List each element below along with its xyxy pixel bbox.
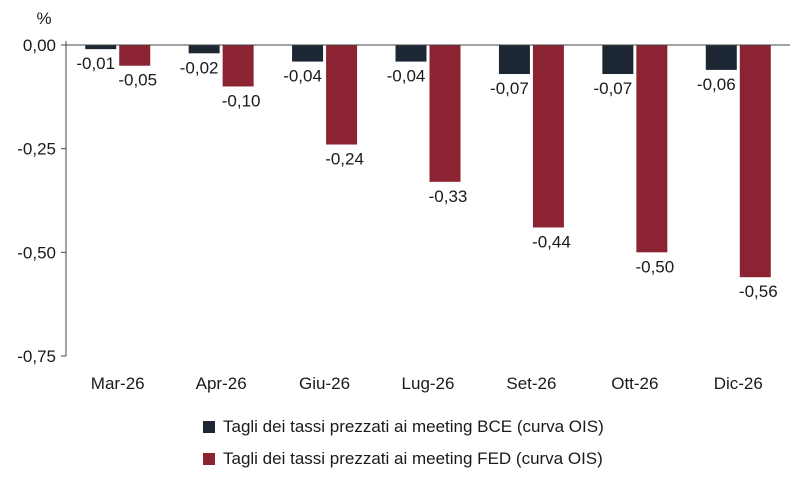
fed-bar-mar-26 [119,45,151,66]
legend-label-fed: Tagli dei tassi prezzati ai meeting FED … [223,449,603,468]
bce-bar-ott-26 [602,45,634,75]
fed-value-label: -0,44 [532,232,571,251]
fed-value-label: -0,10 [222,91,261,110]
bce-bar-set-26 [498,45,530,75]
legend-swatch-bce [203,421,215,433]
x-tick-label: Mar-26 [91,374,145,393]
y-axis-unit-label: % [36,9,51,28]
bce-value-label: -0,07 [490,79,529,98]
x-tick-label: Dic-26 [714,374,763,393]
data-labels: -0,01-0,05 -0,02-0,10 -0,04 -0,24 -0,04 -0,33… [76,54,777,301]
fed-value-label: -0,33 [429,187,468,206]
x-axis: Mar-26 Apr-26 Giu-26 Lug-26 Set-26 Ott-26 Dic-… [91,374,763,393]
bce-bar-apr-26 [188,45,220,54]
fed-value-label: -0,56 [739,282,778,301]
fed-value-label: -0,24 [325,150,364,169]
x-tick-label: Apr-26 [196,374,247,393]
fed-bar-giu-26 [326,45,358,145]
fed-bar-ott-26 [636,45,668,253]
fed-bar-dic-26 [739,45,771,278]
y-tick-label: -0,75 [17,347,56,366]
bce-bar-giu-26 [292,45,324,62]
fed-bar-set-26 [532,45,564,228]
fed-bar-lug-26 [429,45,461,182]
fed-value-label: -0,50 [635,257,674,276]
bce-value-label: -0,01 [76,54,115,73]
bce-bar-mar-26 [85,45,117,50]
bce-value-label: -0,04 [283,67,322,86]
bce-value-label: -0,07 [593,79,632,98]
legend-swatch-fed [203,453,215,465]
y-tick-label: 0,00 [23,36,56,55]
bars [61,44,790,278]
bce-value-label: -0,06 [697,75,736,94]
legend: Tagli dei tassi prezzati ai meeting BCE … [203,417,604,468]
bce-bar-dic-26 [705,45,737,70]
bce-value-label: -0,04 [387,67,426,86]
fed-bar-apr-26 [222,45,254,87]
y-axis: % 0,00 -0,25 -0,50 -0,75 [17,9,67,366]
y-tick-label: -0,50 [17,243,56,262]
legend-label-bce: Tagli dei tassi prezzati ai meeting BCE … [223,417,604,436]
fed-value-label: -0,05 [118,71,157,90]
bce-value-label: -0,02 [180,58,219,77]
x-tick-label: Set-26 [506,374,556,393]
x-tick-label: Giu-26 [299,374,350,393]
x-tick-label: Lug-26 [402,374,455,393]
x-tick-label: Ott-26 [611,374,658,393]
y-tick-label: -0,25 [17,140,56,159]
bce-bar-lug-26 [395,45,427,62]
